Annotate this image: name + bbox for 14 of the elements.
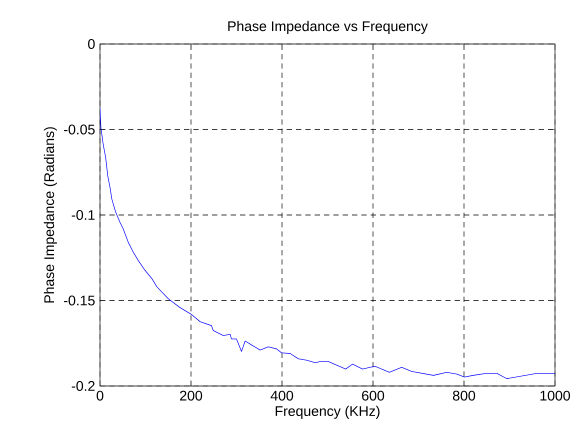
y-tick-label: 0 xyxy=(88,39,95,49)
x-tick-label: 800 xyxy=(452,390,476,401)
x-tick-label: 400 xyxy=(270,390,294,401)
x-tick-label: 200 xyxy=(180,390,202,401)
x-tick-label: 1000 xyxy=(540,390,570,401)
x-tick-label: 0 xyxy=(96,390,104,401)
y-axis-title: Phase Impedance (Radians) xyxy=(44,127,57,303)
y-tick-label: -0.1 xyxy=(72,210,95,220)
chart-title: Phase Impedance vs Frequency xyxy=(228,20,428,34)
y-tick-label: -0.15 xyxy=(64,296,95,306)
x-tick-label: 600 xyxy=(362,390,384,401)
x-axis-title: Frequency (KHz) xyxy=(276,406,380,419)
y-tick-label: -0.2 xyxy=(72,381,95,391)
y-tick-label: -0.05 xyxy=(64,124,95,134)
